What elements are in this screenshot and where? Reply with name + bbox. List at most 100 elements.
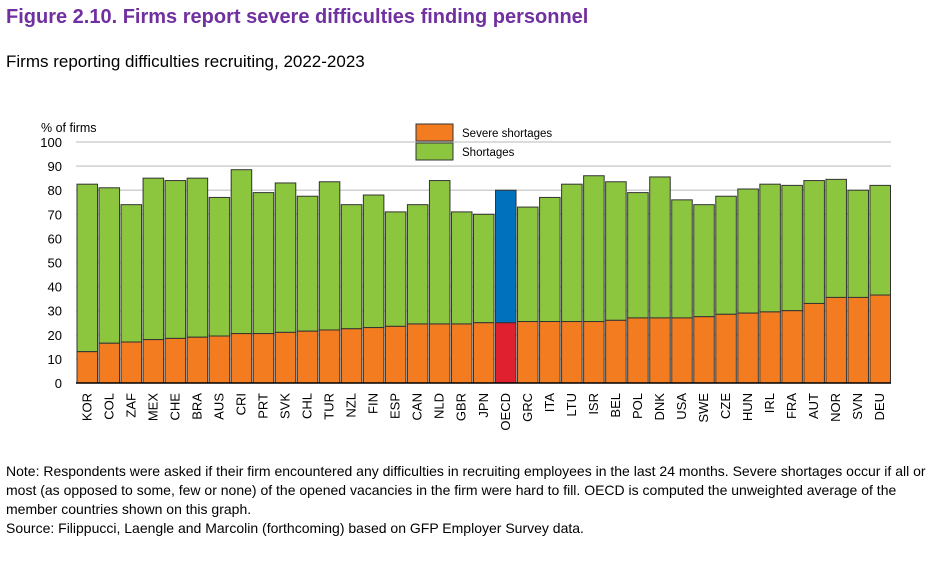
bar-shortages — [318, 181, 341, 331]
x-tick-label: CHE — [167, 393, 182, 421]
bar-shortages — [627, 192, 649, 319]
bar-severe — [252, 333, 275, 384]
bar-shortages — [362, 194, 385, 329]
x-tick-label: NOR — [828, 393, 843, 422]
x-tick-label: NZL — [344, 393, 359, 418]
bar-shortages — [869, 184, 891, 296]
bar-severe — [98, 342, 121, 384]
bar-shortages — [561, 183, 583, 323]
y-tick-label: 90 — [48, 159, 62, 174]
bar-severe — [495, 322, 517, 384]
x-tick-label: ESP — [388, 393, 403, 419]
bar-severe — [649, 317, 671, 384]
legend-label-shortages: Shortages — [462, 147, 515, 159]
y-tick-label: 40 — [48, 280, 62, 295]
bar-severe — [583, 321, 605, 384]
bar-shortages — [164, 180, 187, 339]
y-tick-label: 100 — [40, 135, 62, 150]
x-tick-label: CHL — [300, 393, 315, 419]
x-tick-label: BEL — [608, 393, 623, 418]
bar-severe — [230, 333, 253, 384]
bar-severe — [208, 335, 231, 384]
bar-severe — [539, 321, 561, 384]
bar-severe — [120, 341, 143, 384]
x-tick-label: USA — [674, 393, 689, 420]
bar-severe — [384, 325, 407, 384]
bar-shortages — [825, 178, 847, 298]
x-tick-label: GBR — [454, 393, 469, 421]
bar-shortages — [539, 196, 561, 323]
x-tick-label: JPN — [476, 393, 491, 418]
bar-severe — [627, 317, 649, 384]
bar-shortages — [98, 187, 121, 344]
source-text: Source: Filippucci, Laengle and Marcolin… — [6, 520, 584, 536]
bar-shortages — [230, 169, 253, 335]
bar-severe — [561, 321, 583, 384]
bar-shortages — [605, 181, 627, 321]
x-tick-label: CAN — [410, 393, 425, 420]
bar-severe — [318, 329, 341, 384]
bar-shortages — [406, 204, 429, 325]
bar-severe — [186, 336, 209, 384]
x-tick-label: SWE — [696, 393, 711, 423]
chart-note: Note: Respondents were asked if their fi… — [6, 462, 931, 538]
bar-shortages — [693, 204, 715, 318]
bar-severe — [759, 311, 781, 384]
bar-shortages — [472, 213, 495, 324]
x-tick-label: SVK — [278, 393, 293, 419]
bar-severe — [76, 351, 99, 384]
bar-severe — [406, 323, 429, 384]
bar-severe — [517, 321, 539, 384]
bar-severe — [737, 312, 759, 384]
bar-shortages — [847, 189, 869, 298]
bar-severe — [428, 323, 451, 384]
legend-swatch-shortages — [415, 142, 454, 161]
x-tick-label: IRL — [762, 393, 777, 413]
x-tick-label: KOR — [79, 393, 94, 421]
x-tick-label: NLD — [432, 393, 447, 419]
y-tick-label: 20 — [48, 328, 62, 343]
bar-severe — [715, 313, 737, 384]
figure-title: Figure 2.10. Firms report severe difficu… — [6, 6, 589, 28]
bar-shortages — [208, 196, 231, 337]
bar-severe — [164, 337, 187, 384]
bar-severe — [825, 296, 847, 384]
x-tick-label: DNK — [652, 393, 667, 421]
bar-severe — [605, 319, 627, 384]
x-tick-label: BRA — [189, 393, 204, 420]
bar-shortages — [274, 182, 297, 333]
x-tick-label: FRA — [784, 393, 799, 419]
x-tick-label: DEU — [872, 393, 887, 420]
bar-shortages — [428, 180, 451, 325]
x-tick-label: COL — [101, 393, 116, 420]
x-tick-label: LTU — [564, 393, 579, 417]
bar-shortages — [384, 211, 407, 327]
bar-severe — [803, 302, 825, 384]
x-tick-label: HUN — [740, 393, 755, 421]
bar-shortages — [781, 184, 803, 312]
y-tick-label: 70 — [48, 207, 62, 222]
y-tick-label: 80 — [48, 183, 62, 198]
bar-shortages — [649, 176, 671, 319]
bar-shortages — [450, 211, 473, 325]
x-tick-label: ITA — [542, 393, 557, 413]
chart-subtitle: Firms reporting difficulties recruiting,… — [6, 52, 365, 71]
bar-severe — [869, 294, 891, 384]
bar-shortages — [495, 189, 517, 324]
y-tick-label: 50 — [48, 256, 62, 271]
bar-shortages — [737, 188, 759, 314]
x-tick-label: GRC — [520, 393, 535, 422]
bar-shortages — [671, 199, 693, 319]
note-text: Note: Respondents were asked if their fi… — [6, 463, 926, 517]
bar-shortages — [120, 204, 143, 343]
bar-severe — [340, 328, 363, 384]
bar-severe — [693, 316, 715, 384]
x-tick-label: CRI — [233, 393, 248, 415]
y-tick-label: 60 — [48, 231, 62, 246]
x-tick-label: CZE — [718, 393, 733, 419]
x-tick-label: AUS — [211, 393, 226, 420]
bar-shortages — [340, 204, 363, 330]
bar-shortages — [759, 183, 781, 313]
bar-shortages — [296, 195, 319, 332]
